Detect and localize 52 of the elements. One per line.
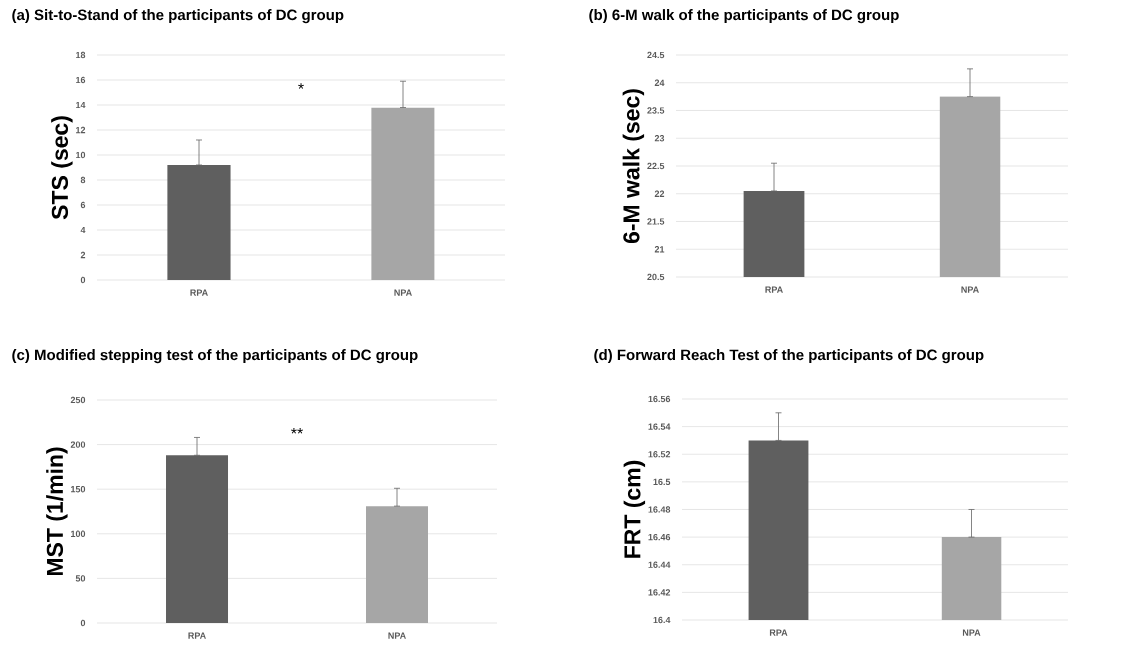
y-tick-label: 24 <box>654 79 665 86</box>
y-tick-label: 50 <box>75 575 86 582</box>
y-tick-label: 100 <box>71 530 86 537</box>
x-tick-label: NPA <box>961 286 979 293</box>
y-axis-title: FRT (cm) <box>623 460 646 558</box>
x-tick-label: NPA <box>962 629 981 636</box>
y-tick-label: 6 <box>80 201 86 209</box>
y-tick-label: 12 <box>76 126 86 134</box>
y-tick-label: 16 <box>76 76 86 84</box>
x-tick-label: NPA <box>394 289 412 296</box>
y-tick-label: 200 <box>70 441 86 448</box>
annotation: * <box>298 83 304 89</box>
y-tick-label: 0 <box>80 619 86 627</box>
y-tick-label: 21.5 <box>647 218 665 225</box>
y-tick-label: 250 <box>70 396 86 404</box>
y-tick-label: 4 <box>80 226 86 234</box>
y-tick-label: 22.5 <box>647 162 665 170</box>
y-tick-label: 8 <box>80 176 86 184</box>
y-tick-label: 24.5 <box>647 51 665 59</box>
y-tick-label: 16.5 <box>653 478 671 486</box>
y-tick-label: 21 <box>654 246 665 253</box>
y-axis-title: 6-M walk (sec) <box>622 89 645 244</box>
y-tick-label: 16.44 <box>648 561 671 568</box>
y-tick-label: 16.48 <box>648 506 671 513</box>
x-tick-label: RPA <box>190 289 208 296</box>
y-tick-label: 18 <box>76 51 86 59</box>
y-tick-label: 150 <box>71 485 86 493</box>
y-tick-label: 10 <box>76 151 86 159</box>
y-tick-label: 16.46 <box>648 533 671 541</box>
x-tick-label: NPA <box>388 632 406 639</box>
chart-title: (b) 6-M walk of the participants of DC group <box>589 9 899 24</box>
y-axis-title: MST (1/min) <box>46 447 68 576</box>
y-tick-label: 20.5 <box>647 273 665 281</box>
y-tick-label: 16.56 <box>648 395 671 403</box>
chart-title: (d) Forward Reach Test of the participants of DC group <box>594 349 984 364</box>
y-tick-label: 23 <box>654 135 665 142</box>
chart-title: (c) Modified stepping test of the participants of DC group <box>12 349 418 364</box>
y-tick-label: 22 <box>654 190 665 197</box>
annotation: ** <box>291 427 303 434</box>
y-tick-label: 23.5 <box>647 107 665 114</box>
x-tick-label: RPA <box>769 629 788 636</box>
chart-title: (a) Sit-to-Stand of the participants of DC group <box>12 9 344 24</box>
x-tick-label: RPA <box>188 632 206 639</box>
y-tick-label: 16.42 <box>648 589 671 596</box>
y-tick-label: 16.52 <box>648 451 671 458</box>
y-tick-label: 14 <box>76 101 86 109</box>
x-tick-label: RPA <box>765 286 783 293</box>
y-tick-label: 16.54 <box>648 423 671 430</box>
y-tick-label: 16.4 <box>653 616 671 624</box>
y-tick-label: 2 <box>80 251 86 259</box>
y-axis-title: STS (sec) <box>51 116 73 220</box>
y-tick-label: 0 <box>80 276 86 284</box>
